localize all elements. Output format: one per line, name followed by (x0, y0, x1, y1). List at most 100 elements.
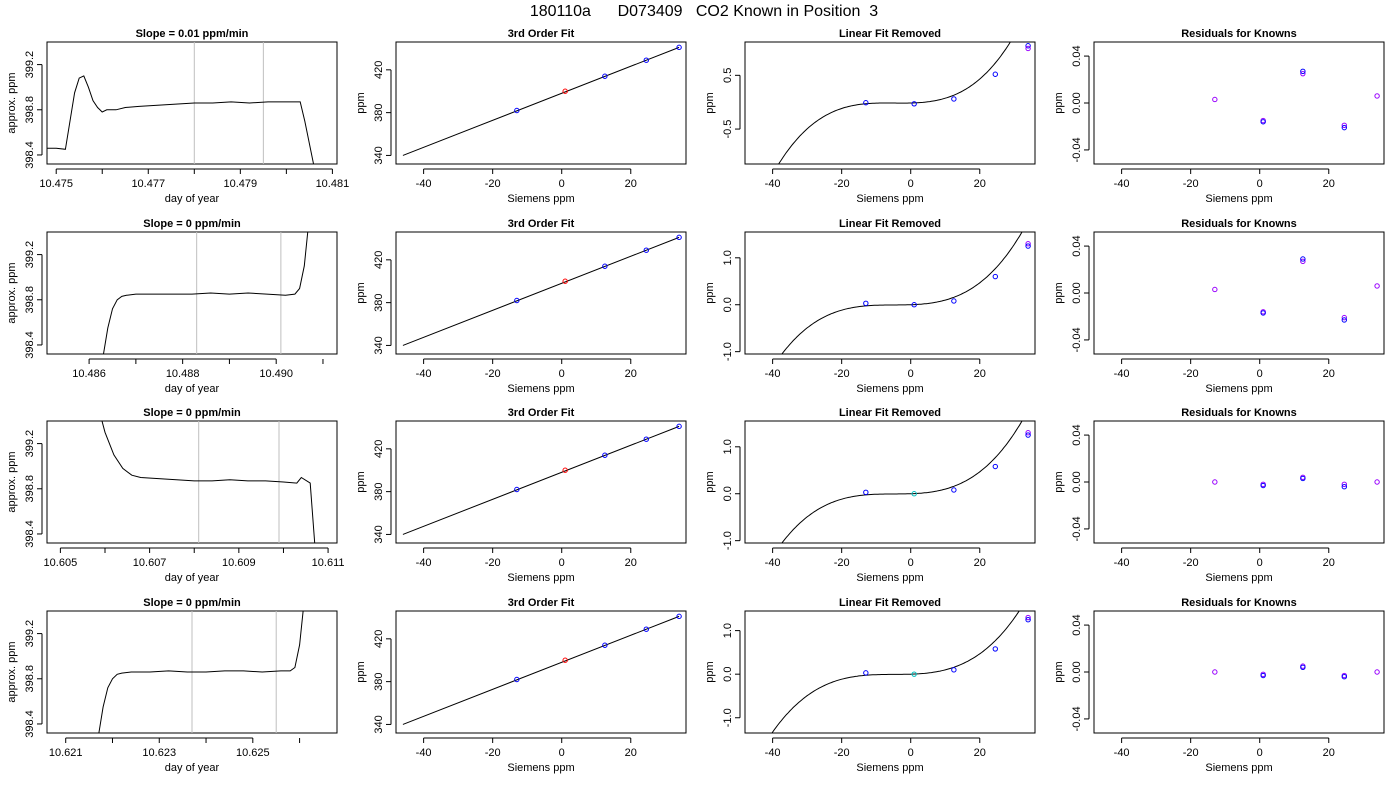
x-tick-label: 20 (625, 557, 637, 569)
y-tick-label: 380 (373, 103, 385, 121)
data-point (1300, 70, 1306, 77)
panels: Slope = 0.01 ppm/min 10.475 10.477 10.479 10… (6, 28, 1385, 774)
panel-title: Residuals for Knowns (1181, 597, 1297, 609)
y-tick-label: -0.5 (722, 120, 734, 139)
y-axis-label: ppm (355, 471, 367, 492)
y-tick-label: 398.8 (24, 96, 36, 124)
cubic-curve (778, 42, 1011, 164)
y-tick-label: 420 (373, 251, 385, 269)
plot-frame (744, 610, 1036, 734)
data-point (1300, 475, 1306, 482)
y-tick-label: 340 (373, 146, 385, 164)
panel: Residuals for Knowns -40 -20 0 20 -0.04 0.00 0.… (1053, 407, 1385, 584)
series-line (47, 75, 315, 164)
y-axis-label: ppm (704, 661, 716, 682)
x-tick-label: 0 (908, 557, 914, 569)
y-tick-label: 399.2 (24, 51, 36, 79)
data-point (1341, 481, 1347, 488)
data-point (1260, 119, 1266, 125)
data-point (514, 107, 520, 114)
data-point (514, 676, 520, 683)
x-tick-label: -40 (416, 747, 432, 759)
data-point (562, 467, 568, 473)
data-point (911, 101, 917, 107)
x-tick-label: -20 (834, 557, 850, 569)
plot-frame (46, 231, 338, 355)
y-tick-label: 398.4 (24, 331, 36, 359)
x-tick-label: 0 (908, 747, 914, 759)
data-point (863, 300, 869, 307)
x-tick-label: -40 (765, 557, 781, 569)
x-axis-label: Siemens ppm (507, 572, 574, 584)
y-axis-label: approx. ppm (6, 262, 18, 323)
y-tick-label: 399.2 (24, 241, 36, 269)
data-point (562, 88, 568, 94)
plot-frame (744, 420, 1036, 544)
data-point (1341, 317, 1347, 323)
y-tick-label: 1.0 (722, 439, 734, 454)
y-axis-label: ppm (1053, 92, 1065, 113)
x-tick-label: -20 (1183, 368, 1199, 380)
series-line (98, 611, 304, 733)
x-tick-label: 20 (1323, 747, 1335, 759)
plot-area (102, 232, 309, 354)
x-axis-label: day of year (165, 762, 220, 774)
data-point (911, 302, 917, 308)
data-point (1212, 669, 1218, 675)
y-tick-label: -1.0 (722, 531, 734, 550)
x-axis-label: Siemens ppm (507, 762, 574, 774)
x-axis-label: Siemens ppm (507, 383, 574, 395)
data-point (951, 96, 957, 102)
x-tick-label: 20 (1323, 368, 1335, 380)
x-tick-label: 10.611 (312, 557, 345, 569)
figure-title: 180110a D073409 CO2 Known in Position 3 (530, 3, 878, 20)
data-point (1341, 314, 1347, 321)
data-point (1341, 124, 1347, 131)
panel: Linear Fit Removed -40 -20 0 20 -1.0 0.0 1.0 Sie… (704, 597, 1036, 774)
data-point (863, 670, 869, 676)
y-tick-label: -0.04 (1071, 706, 1083, 731)
y-tick-label: 398.4 (24, 141, 36, 169)
data-point (514, 297, 520, 304)
cubic-curve (781, 232, 1023, 354)
y-tick-label: 399.2 (24, 430, 36, 458)
x-tick-label: 0 (559, 747, 565, 759)
x-tick-label: 0 (559, 557, 565, 569)
y-tick-label: 0.0 (722, 486, 734, 501)
x-tick-label: 20 (974, 368, 986, 380)
panel: Residuals for Knowns -40 -20 0 20 -0.04 0.00 0.… (1053, 218, 1385, 395)
panel: Residuals for Knowns -40 -20 0 20 -0.04 0.00 0.… (1053, 597, 1385, 774)
plot-frame (1093, 231, 1385, 355)
fit-line (402, 615, 680, 725)
data-point (643, 436, 649, 442)
x-tick-label: 20 (625, 178, 637, 190)
data-point (1025, 243, 1031, 249)
x-axis-label: Siemens ppm (856, 572, 923, 584)
x-tick-label: -40 (1114, 557, 1130, 569)
x-tick-label: 0 (1257, 557, 1263, 569)
x-tick-label: 20 (625, 747, 637, 759)
y-tick-label: 340 (373, 525, 385, 543)
x-tick-label: 10.486 (72, 368, 106, 380)
data-point (1341, 483, 1347, 490)
data-point (602, 642, 608, 648)
x-tick-label: 0 (559, 368, 565, 380)
x-tick-label: 10.609 (222, 557, 256, 569)
y-tick-label: 0.04 (1071, 45, 1083, 66)
y-tick-label: 0.00 (1071, 661, 1083, 682)
plot-frame (46, 420, 338, 544)
panel-title: Slope = 0 ppm/min (143, 407, 241, 419)
plot-area (402, 44, 682, 156)
x-tick-label: -20 (1183, 178, 1199, 190)
x-tick-label: -20 (1183, 557, 1199, 569)
panel-title: Linear Fit Removed (839, 218, 941, 230)
x-tick-label: -40 (765, 178, 781, 190)
panel-title: 3rd Order Fit (508, 218, 575, 230)
x-tick-label: -40 (1114, 178, 1130, 190)
y-axis-label: ppm (704, 92, 716, 113)
data-point (863, 100, 869, 106)
data-point (1341, 673, 1347, 680)
y-tick-label: 398.8 (24, 665, 36, 693)
y-axis-label: ppm (355, 92, 367, 113)
